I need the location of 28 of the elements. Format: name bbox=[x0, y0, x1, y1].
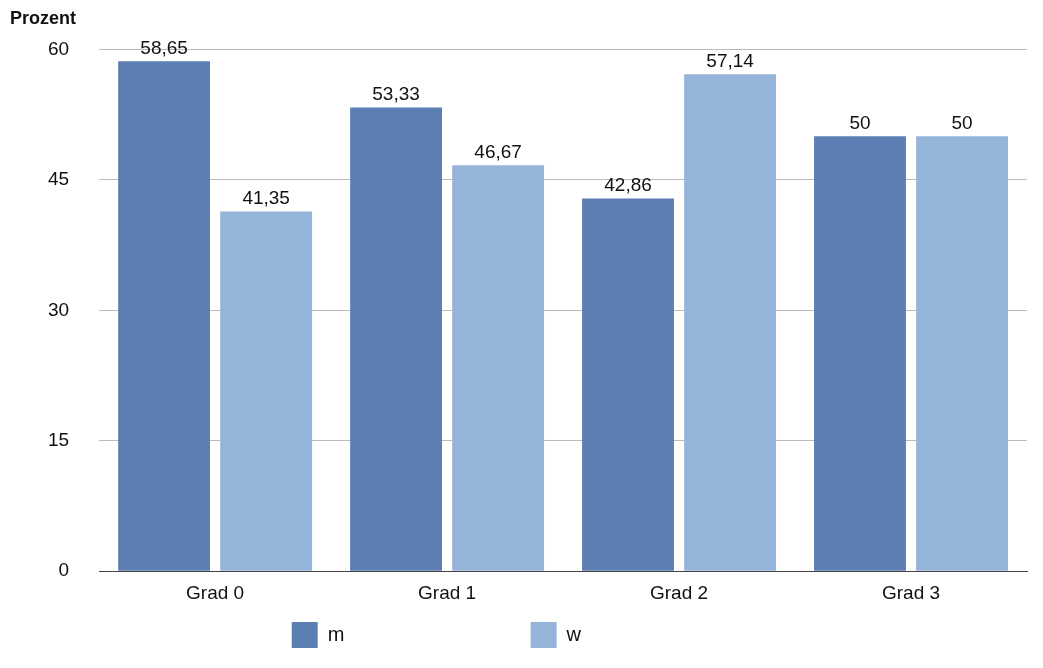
bar bbox=[916, 136, 1008, 571]
bar bbox=[118, 61, 211, 571]
y-tick-label: 60 bbox=[47, 37, 70, 59]
data-label: 50 bbox=[849, 112, 871, 134]
data-label: 41,35 bbox=[242, 187, 290, 209]
data-label: 53,33 bbox=[372, 83, 420, 105]
y-tick-label: 15 bbox=[47, 428, 70, 450]
x-tick-label: Grad 1 bbox=[418, 581, 477, 603]
data-label: 58,65 bbox=[140, 36, 188, 58]
y-axis-title: Prozent bbox=[10, 7, 77, 28]
x-tick-label: Grad 2 bbox=[650, 581, 709, 603]
data-label: 42,86 bbox=[604, 174, 652, 196]
data-label: 50 bbox=[951, 112, 973, 134]
bar bbox=[220, 211, 313, 571]
x-tick-label: Grad 3 bbox=[881, 581, 941, 603]
bar bbox=[350, 107, 442, 571]
x-tick-label: Grad 0 bbox=[186, 581, 245, 603]
data-label: 57,14 bbox=[706, 50, 755, 72]
y-tick-label: 30 bbox=[47, 298, 70, 320]
data-label: 46,67 bbox=[474, 141, 522, 163]
y-tick-label: 45 bbox=[47, 168, 70, 190]
bar bbox=[684, 74, 777, 571]
legend-label: m bbox=[327, 622, 517, 645]
legend-label: w bbox=[565, 622, 754, 645]
y-tick-label: 0 bbox=[58, 559, 70, 581]
bar bbox=[814, 136, 906, 571]
bar bbox=[452, 165, 545, 571]
bar bbox=[582, 198, 674, 571]
